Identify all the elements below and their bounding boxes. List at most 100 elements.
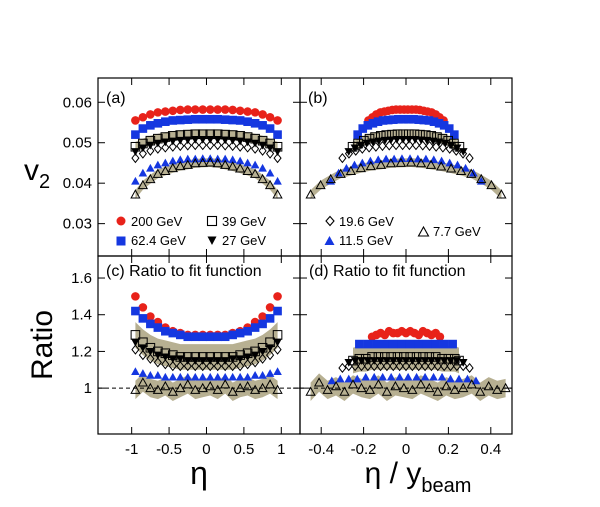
point-d-square bbox=[363, 339, 373, 349]
point-a-diamond bbox=[251, 143, 260, 154]
point-c-open-triangle bbox=[249, 384, 261, 394]
point-b-down-triangle bbox=[362, 139, 372, 148]
point-a-down-triangle bbox=[175, 136, 185, 145]
point-a-diamond bbox=[213, 140, 222, 151]
point-b-triangle bbox=[453, 160, 462, 169]
point-c-square bbox=[205, 332, 215, 342]
point-a-down-triangle bbox=[183, 136, 193, 145]
point-b-triangle bbox=[445, 158, 454, 167]
point-d-triangle bbox=[327, 376, 337, 385]
point-b-diamond bbox=[371, 141, 380, 152]
point-c-square bbox=[220, 332, 230, 342]
point-b-open-triangle bbox=[345, 165, 357, 175]
v2-axis-tick-label: 0.06 bbox=[63, 94, 92, 111]
point-b-square bbox=[450, 130, 459, 139]
point-c-triangle bbox=[168, 372, 178, 381]
point-a-diamond bbox=[273, 152, 282, 164]
point-a-triangle bbox=[220, 154, 230, 163]
point-a-open-triangle bbox=[264, 179, 276, 190]
point-d-open-triangle bbox=[449, 384, 460, 394]
point-d-open-triangle bbox=[381, 386, 393, 396]
point-d-triangle bbox=[344, 374, 354, 383]
point-d-diamond bbox=[338, 362, 347, 374]
point-d-open-square bbox=[418, 352, 428, 362]
point-a-circle bbox=[168, 106, 178, 116]
point-b-down-triangle bbox=[344, 148, 354, 156]
point-a-open-triangle bbox=[212, 158, 223, 168]
ratio-axis-tick-label: 1.2 bbox=[71, 343, 92, 360]
point-c-square bbox=[273, 306, 282, 316]
point-b-triangle bbox=[421, 154, 431, 163]
point-a-triangle bbox=[153, 160, 163, 169]
point-c-square bbox=[183, 332, 193, 342]
point-b-diamond bbox=[465, 152, 474, 164]
point-d-triangle bbox=[386, 372, 396, 381]
point-b-down-triangle bbox=[404, 136, 414, 144]
point-c-square bbox=[146, 319, 155, 329]
legend-label-196: 19.6 GeV bbox=[339, 214, 394, 229]
point-a-triangle bbox=[258, 163, 267, 172]
point-a-diamond bbox=[168, 141, 177, 152]
eta-axis-tick-label: 0 bbox=[202, 441, 210, 458]
point-b-diamond bbox=[338, 152, 347, 164]
point-b-down-triangle bbox=[452, 144, 462, 153]
point-d-triangle bbox=[429, 372, 438, 381]
point-d-square bbox=[388, 339, 398, 349]
point-a-open-triangle bbox=[205, 157, 216, 167]
point-c-down-triangle bbox=[228, 355, 237, 364]
point-a-circle bbox=[250, 108, 260, 117]
point-d-open-triangle bbox=[330, 380, 342, 391]
point-c-square bbox=[131, 306, 140, 316]
point-d-open-triangle bbox=[424, 382, 435, 393]
point-a-triangle bbox=[273, 176, 282, 185]
legend-marker-27 bbox=[207, 236, 217, 245]
point-b-open-triangle bbox=[446, 163, 457, 173]
point-c-triangle bbox=[220, 372, 230, 381]
point-c-circle bbox=[138, 303, 148, 312]
point-b-square bbox=[409, 114, 418, 124]
point-c-diamond bbox=[138, 349, 147, 361]
legend-label-624: 62.4 GeV bbox=[131, 233, 186, 248]
point-a-down-triangle bbox=[235, 137, 245, 146]
point-c-open-triangle bbox=[272, 384, 283, 394]
legend-marker-77 bbox=[417, 225, 430, 237]
etay-axis-tick-label: 0 bbox=[402, 441, 410, 458]
point-a-square bbox=[213, 114, 223, 124]
point-a-open-triangle bbox=[130, 189, 141, 199]
point-b-open-triangle bbox=[375, 159, 387, 169]
point-a-open-triangle bbox=[175, 160, 186, 171]
point-b-square bbox=[404, 114, 413, 124]
point-a-triangle bbox=[235, 156, 245, 165]
band-39gev-a bbox=[135, 129, 278, 152]
point-b-down-triangle bbox=[422, 136, 432, 145]
point-b-down-triangle bbox=[410, 136, 420, 144]
point-a-square bbox=[273, 130, 282, 139]
point-d-open-triangle bbox=[373, 379, 384, 389]
point-a-diamond bbox=[243, 142, 252, 153]
point-b-down-triangle bbox=[374, 137, 384, 146]
point-d-triangle bbox=[335, 374, 345, 383]
point-b-open-triangle bbox=[305, 189, 316, 199]
point-a-square bbox=[161, 117, 170, 126]
point-b-down-triangle bbox=[386, 136, 396, 145]
point-a-square bbox=[243, 117, 252, 126]
point-b-square bbox=[363, 121, 373, 130]
point-a-circle bbox=[190, 105, 200, 114]
point-c-down-triangle bbox=[168, 355, 178, 364]
point-c-triangle bbox=[161, 372, 170, 381]
point-c-open-triangle bbox=[242, 380, 253, 391]
point-c-triangle bbox=[273, 367, 282, 376]
point-d-open-triangle bbox=[432, 386, 443, 396]
point-b-open-triangle bbox=[496, 189, 507, 199]
point-d-open-triangle bbox=[364, 384, 376, 394]
point-d-diamond bbox=[382, 361, 392, 372]
point-c-triangle bbox=[250, 370, 260, 379]
point-c-triangle bbox=[213, 372, 223, 381]
point-d-open-triangle bbox=[415, 379, 426, 389]
point-b-open-triangle bbox=[486, 179, 497, 190]
point-a-open-triangle bbox=[220, 159, 231, 169]
point-c-down-triangle bbox=[131, 338, 140, 347]
point-c-open-triangle bbox=[212, 384, 223, 394]
point-c-diamond bbox=[236, 361, 245, 372]
point-a-diamond bbox=[146, 145, 155, 156]
